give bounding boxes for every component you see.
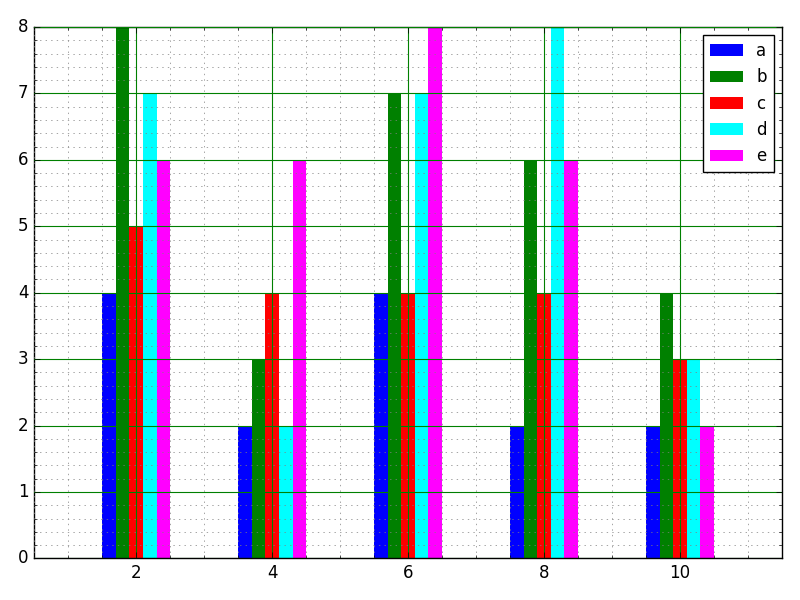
- Bar: [279, 425, 293, 559]
- Bar: [646, 425, 660, 559]
- Bar: [551, 27, 565, 559]
- Bar: [510, 425, 524, 559]
- Bar: [674, 359, 687, 559]
- Bar: [687, 359, 701, 559]
- Bar: [102, 293, 116, 559]
- Bar: [116, 27, 130, 559]
- Bar: [538, 293, 551, 559]
- Bar: [565, 160, 578, 559]
- Bar: [402, 293, 415, 559]
- Bar: [429, 27, 442, 559]
- Bar: [701, 425, 714, 559]
- Bar: [415, 94, 429, 559]
- Bar: [293, 160, 306, 559]
- Bar: [388, 94, 402, 559]
- Legend: a, b, c, d, e: a, b, c, d, e: [703, 35, 774, 172]
- Bar: [238, 425, 252, 559]
- Bar: [143, 94, 157, 559]
- Bar: [266, 293, 279, 559]
- Bar: [157, 160, 170, 559]
- Bar: [524, 160, 538, 559]
- Bar: [130, 226, 143, 559]
- Bar: [374, 293, 388, 559]
- Bar: [252, 359, 266, 559]
- Bar: [660, 293, 674, 559]
